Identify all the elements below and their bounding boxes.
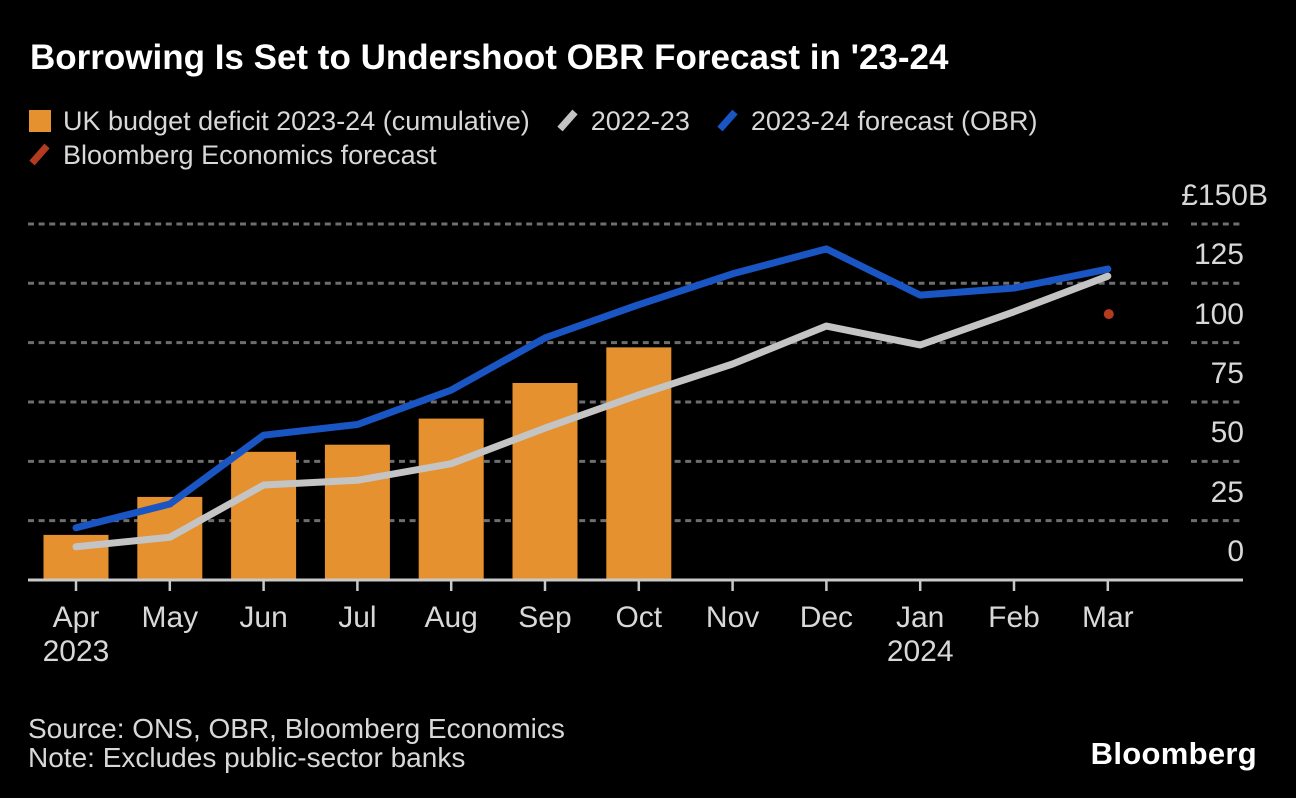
bar-jun (231, 451, 297, 580)
chart-title: Borrowing Is Set to Undershoot OBR Forec… (30, 38, 949, 77)
x-label-feb: Feb (988, 601, 1040, 634)
legend-label: 2023-24 forecast (OBR) (750, 105, 1038, 136)
y-label-125: 125 (1193, 238, 1244, 272)
y-label-75: 75 (1210, 356, 1244, 390)
x-label-jun: Jun (239, 601, 288, 634)
x-label-sep: Sep (518, 601, 572, 634)
series-line-2022-23 (72, 272, 1112, 551)
legend-row-2: Bloomberg Economics forecast (28, 138, 1037, 172)
orange-square-swatch-icon (29, 110, 51, 132)
bar-oct (606, 347, 672, 580)
legend-label: UK budget deficit 2023-24 (cumulative) (63, 105, 530, 136)
x-label-dec: Dec (799, 601, 854, 634)
bloomberg-logo: Bloomberg (1090, 736, 1257, 771)
note-line: Note: Excludes public-sector banks (28, 742, 466, 773)
x-label-nov: Nov (705, 601, 760, 634)
x-label-oct: Oct (615, 601, 663, 634)
x-label-jul: Jul (338, 601, 377, 634)
x-label-aug: Aug (424, 601, 478, 634)
bar-aug (418, 418, 484, 580)
x-year-label-2023: 2023 (42, 635, 110, 668)
blue-slash-swatch-icon (717, 109, 738, 132)
x-label-may: May (141, 601, 199, 634)
y-label-50: 50 (1210, 416, 1244, 450)
source-line: Source: ONS, OBR, Bloomberg Economics (28, 713, 565, 744)
legend-label: 2022-23 (590, 105, 690, 136)
bar-jul (324, 444, 390, 580)
red-slash-swatch-icon (29, 143, 50, 166)
bar-sep (512, 382, 578, 580)
legend: UK budget deficit 2023-24 (cumulative) 2… (28, 104, 1037, 172)
x-label-mar: Mar (1081, 601, 1134, 634)
x-label-jan: Jan (896, 601, 945, 634)
legend-item-deficit-bars: UK budget deficit 2023-24 (cumulative) (28, 106, 530, 137)
y-label-100: 100 (1193, 297, 1244, 331)
legend-label: Bloomberg Economics forecast (63, 139, 437, 170)
gray-slash-swatch-icon (557, 109, 578, 132)
legend-item-bloomberg-forecast: Bloomberg Economics forecast (28, 140, 437, 171)
y-label-0: 0 (1227, 535, 1244, 568)
source-note: Source: ONS, OBR, Bloomberg Economics No… (28, 714, 565, 772)
series-line-obr-forecast (72, 245, 1112, 532)
x-year-label-2024: 2024 (886, 635, 954, 668)
legend-row-1: UK budget deficit 2023-24 (cumulative) 2… (28, 104, 1037, 138)
legend-item-2022-23-line: 2022-23 (556, 106, 690, 137)
x-label-apr: Apr (52, 601, 100, 634)
legend-item-obr-forecast-line: 2023-24 forecast (OBR) (716, 105, 1038, 137)
y-label-25: 25 (1210, 475, 1244, 509)
bloomberg-forecast-dot (1103, 309, 1114, 320)
y-label-top-unit: £150B (1181, 178, 1268, 212)
